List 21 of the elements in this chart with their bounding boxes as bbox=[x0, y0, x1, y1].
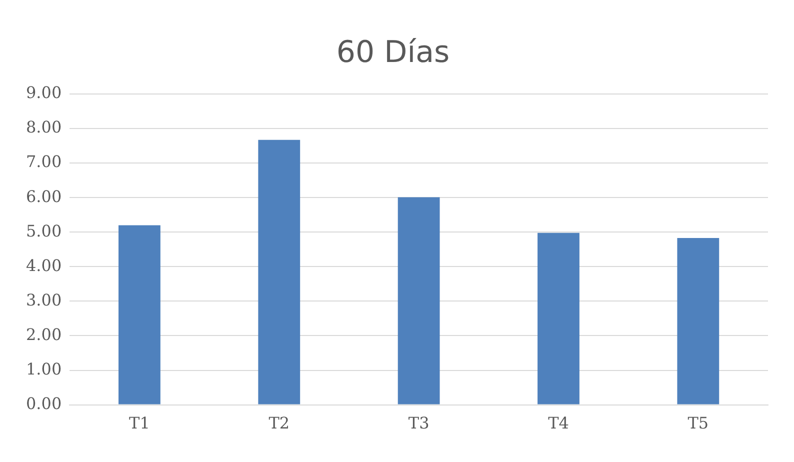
x-tick-label: T1 bbox=[129, 414, 150, 433]
y-tick-label: 2.00 bbox=[26, 324, 62, 344]
y-tick-label: 5.00 bbox=[26, 221, 62, 240]
x-tick-label: T3 bbox=[408, 414, 430, 433]
bar bbox=[398, 197, 440, 404]
bar bbox=[258, 140, 300, 404]
x-tick-label: T5 bbox=[688, 414, 709, 433]
bar bbox=[118, 225, 160, 404]
y-tick-label: 6.00 bbox=[26, 186, 62, 206]
y-tick-label: 7.00 bbox=[26, 152, 62, 172]
y-tick-label: 4.00 bbox=[26, 256, 62, 275]
bar bbox=[677, 238, 720, 404]
bar bbox=[538, 232, 580, 404]
y-tick-label: 9.00 bbox=[26, 83, 62, 102]
y-tick-label: 1.00 bbox=[26, 359, 62, 378]
y-tick-label: 8.00 bbox=[26, 118, 62, 137]
x-tick-label: T2 bbox=[268, 414, 290, 433]
x-tick-label: T4 bbox=[548, 414, 569, 433]
y-tick-label: 0.00 bbox=[26, 394, 62, 413]
y-tick-label: 3.00 bbox=[26, 290, 62, 310]
chart-title: 60 Días bbox=[336, 34, 450, 70]
